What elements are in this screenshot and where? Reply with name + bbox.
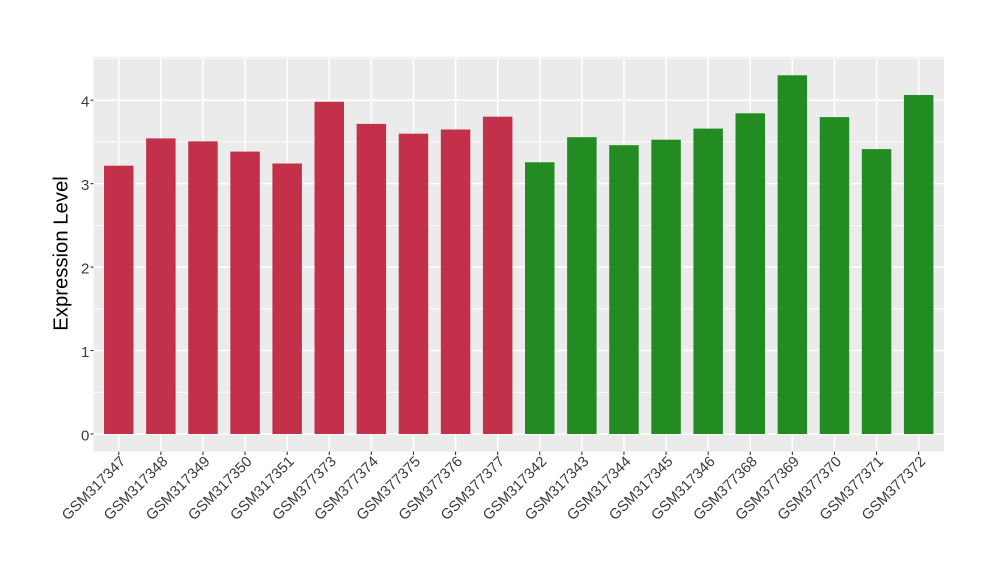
svg-text:2: 2	[81, 260, 89, 277]
svg-text:3: 3	[81, 177, 89, 194]
svg-text:4: 4	[81, 94, 89, 111]
svg-text:Expression Level: Expression Level	[51, 176, 73, 330]
svg-text:1: 1	[81, 344, 89, 361]
svg-text:0: 0	[81, 427, 89, 444]
